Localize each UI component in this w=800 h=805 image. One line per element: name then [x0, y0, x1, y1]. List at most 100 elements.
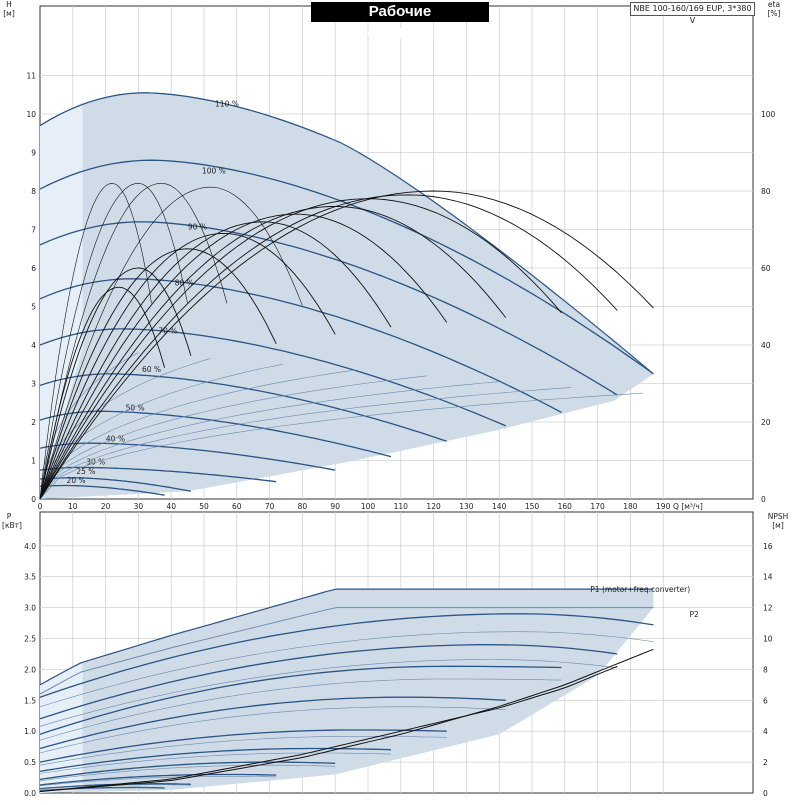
head-y-tick-label: 9 — [31, 149, 36, 158]
power-y-tick-label: 1.5 — [24, 696, 36, 705]
npsh-y2-tick-label: 10 — [763, 635, 773, 644]
npsh-curve — [39, 665, 618, 792]
power-curve-p2 — [39, 678, 562, 741]
head-x-tick-label: 10 — [68, 502, 78, 511]
speed-curve-label: 60 % — [142, 365, 161, 374]
eta-y2-tick-label: 40 — [761, 341, 771, 350]
head-y-tick-label: 0 — [31, 495, 36, 504]
npsh-y2-tick-label: 16 — [763, 542, 773, 551]
speed-curve-label: 110 % — [215, 99, 239, 108]
power-y-tick-label: 0.0 — [24, 789, 36, 798]
efficiency-curve — [39, 198, 562, 500]
system-guide-curve — [39, 381, 500, 500]
eta-y2-tick-label: 80 — [761, 187, 771, 196]
chart-title: Рабочие характеристики — [311, 2, 489, 40]
head-x-tick-label: 190 — [656, 502, 671, 511]
power-curve-p1 — [39, 665, 562, 735]
system-guide-curve — [39, 358, 211, 500]
eta-y2-tick-label: 60 — [761, 264, 771, 273]
efficiency-curve — [39, 186, 303, 500]
speed-curve-label: 25 % — [76, 467, 95, 476]
head-y-tick-label: 5 — [31, 303, 36, 312]
power-curve-p1 — [39, 729, 447, 763]
efficiency-curve — [39, 221, 392, 500]
power-curve-p2 — [39, 752, 392, 774]
speed-curve-20% — [39, 484, 165, 496]
power-y-tick-label: 2.5 — [24, 635, 36, 644]
head-x-tick-label: 30 — [134, 502, 144, 511]
power-y-tick-label: 3.0 — [24, 604, 36, 613]
npsh-y2-tick-label: 8 — [763, 665, 768, 674]
power-curve-p2 — [39, 764, 336, 782]
system-guide-curve — [39, 364, 283, 500]
system-guide-curve — [39, 392, 644, 500]
speed-curve-80% — [39, 278, 562, 413]
head-light-region — [40, 102, 83, 500]
efficiency-curve — [39, 286, 166, 500]
speed-curve-70% — [39, 328, 507, 427]
model-label: NBE 100-160/169 EUP, 3*380 V — [630, 2, 755, 25]
head-x-tick-label: 180 — [623, 502, 638, 511]
efficiency-curve — [39, 232, 336, 500]
efficiency-curve — [39, 182, 152, 500]
head-x-tick-label: 120 — [426, 502, 441, 511]
head-y-tick-label: 2 — [31, 418, 36, 427]
head-y-tick-label: 8 — [31, 187, 36, 196]
npsh-y2-tick-label: 14 — [763, 573, 773, 582]
power-y-axis-unit: [кВт] — [2, 521, 22, 530]
power-curve-p2 — [39, 659, 618, 727]
head-y-tick-label: 1 — [31, 457, 36, 466]
efficiency-curve — [39, 182, 188, 500]
power-y-tick-label: 3.5 — [24, 573, 36, 582]
power-curve-p2 — [39, 631, 654, 708]
npsh-curve — [39, 648, 654, 792]
head-x-tick-label: 80 — [298, 502, 308, 511]
head-operating-envelope — [40, 92, 654, 500]
speed-curve-90% — [39, 221, 618, 396]
head-y-tick-label: 6 — [31, 264, 36, 273]
npsh-y2-tick-label: 4 — [763, 727, 768, 736]
npsh-y2-tick-label: 0 — [763, 789, 768, 798]
efficiency-curve — [39, 194, 618, 500]
npsh-y2-tick-label: 12 — [763, 604, 773, 613]
p1-label: P1 (motor+freq.converter) — [590, 585, 690, 594]
eta-y2-tick-label: 0 — [761, 495, 766, 504]
p1-envelope-curve — [39, 588, 654, 686]
head-y-tick-label: 10 — [26, 110, 36, 119]
efficiency-curve — [39, 190, 654, 500]
head-x-tick-label: 170 — [590, 502, 605, 511]
efficiency-curve — [39, 205, 507, 500]
eta-y2-tick-label: 20 — [761, 418, 771, 427]
head-x-tick-label: 20 — [101, 502, 111, 511]
efficiency-curve — [39, 213, 448, 500]
power-curve-p1 — [39, 644, 618, 720]
eta-y2-tick-label: 100 — [761, 110, 776, 119]
head-y-axis-unit: [м] — [3, 9, 15, 18]
head-y-tick-label: 3 — [31, 380, 36, 389]
head-x-tick-label: 160 — [558, 502, 573, 511]
npsh-y2-axis-label: NPSH — [768, 512, 789, 521]
power-curve-p1 — [39, 761, 336, 781]
power-y-tick-label: 2.0 — [24, 665, 36, 674]
head-x-tick-label: 150 — [525, 502, 540, 511]
speed-curve-25% — [39, 477, 192, 492]
head-x-tick-label: 140 — [492, 502, 507, 511]
speed-curve-110% — [39, 92, 333, 140]
power-y-tick-label: 0.5 — [24, 758, 36, 767]
speed-curve-label: 20 % — [67, 476, 86, 485]
head-x-tick-label: 100 — [361, 502, 376, 511]
head-x-tick-label: 0 — [38, 502, 43, 511]
speed-curve-label: 100 % — [202, 167, 226, 176]
system-guide-curve — [39, 375, 428, 500]
head-x-tick-label: 90 — [330, 502, 340, 511]
power-curve-p1 — [39, 747, 392, 773]
power-curve-p1 — [39, 613, 654, 698]
system-guide-curve — [39, 352, 139, 500]
speed-curve-30% — [39, 466, 277, 483]
efficiency-curve — [39, 248, 277, 500]
speed-curve-label: 30 % — [86, 457, 105, 466]
power-curve-p1 — [39, 773, 277, 786]
speed-curve-60% — [39, 373, 447, 442]
